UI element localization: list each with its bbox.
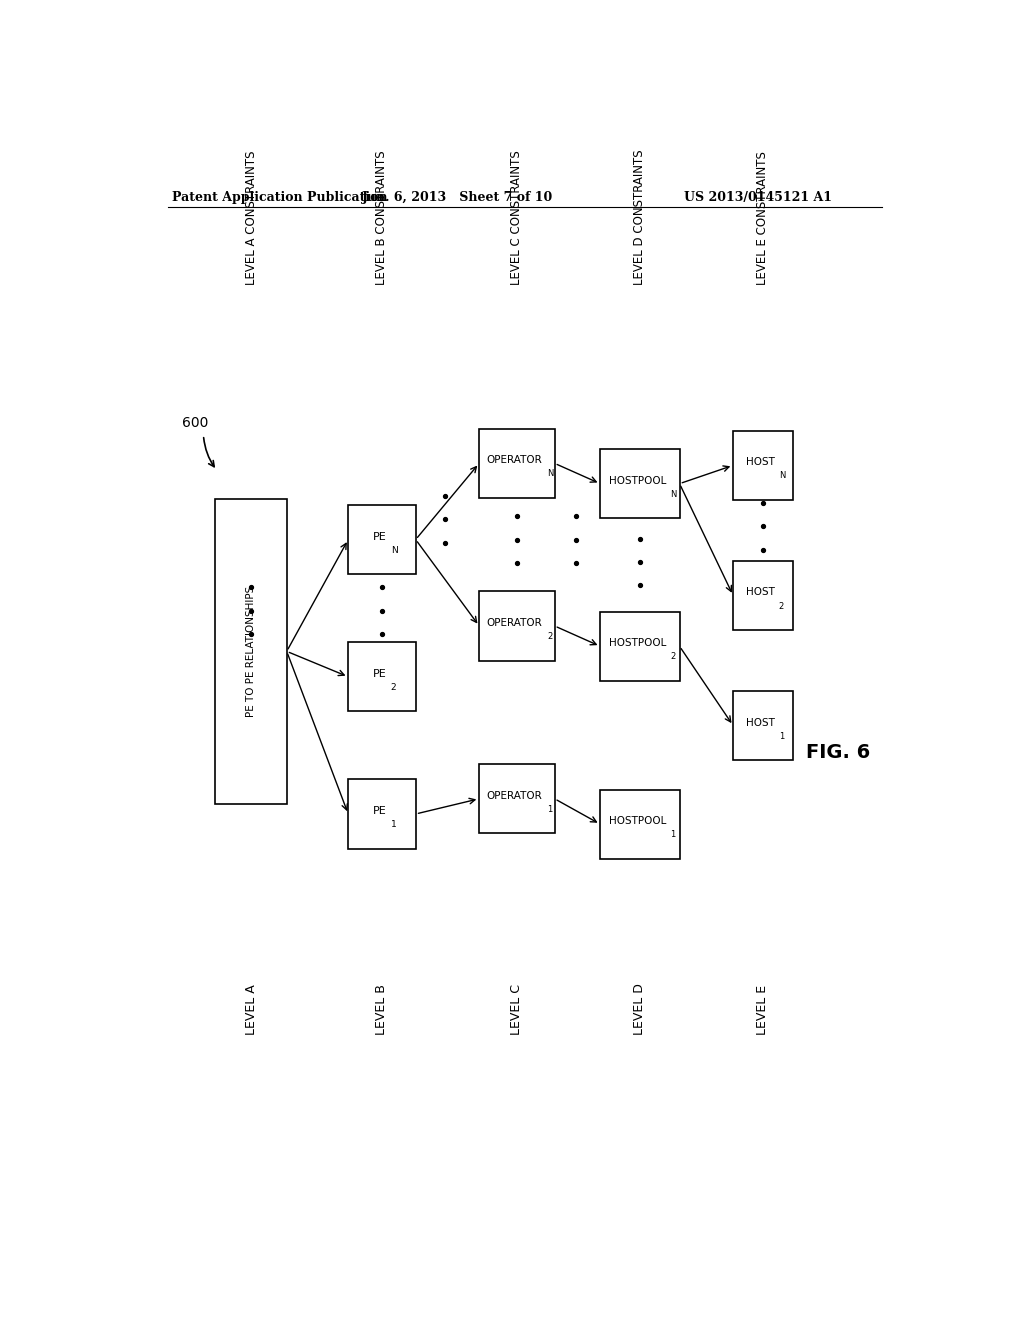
Text: 2: 2	[670, 652, 675, 661]
Text: US 2013/0145121 A1: US 2013/0145121 A1	[684, 190, 831, 203]
Text: 2: 2	[391, 682, 396, 692]
Text: Jun. 6, 2013   Sheet 7 of 10: Jun. 6, 2013 Sheet 7 of 10	[361, 190, 553, 203]
Text: LEVEL C: LEVEL C	[510, 983, 523, 1035]
Text: 1: 1	[670, 830, 675, 840]
Text: HOSTPOOL: HOSTPOOL	[609, 816, 667, 826]
Text: HOST: HOST	[746, 718, 775, 727]
Text: OPERATOR: OPERATOR	[486, 618, 543, 628]
Text: PE TO PE RELATIONSHIPS: PE TO PE RELATIONSHIPS	[246, 586, 256, 717]
Text: OPERATOR: OPERATOR	[486, 791, 543, 801]
Text: 2: 2	[547, 632, 552, 642]
FancyBboxPatch shape	[215, 499, 287, 804]
Text: N: N	[779, 471, 785, 480]
Text: N: N	[391, 545, 397, 554]
Text: PE: PE	[373, 669, 386, 678]
Text: 600: 600	[182, 416, 208, 430]
FancyBboxPatch shape	[600, 611, 680, 681]
FancyBboxPatch shape	[348, 643, 416, 711]
Text: LEVEL C CONSTRAINTS: LEVEL C CONSTRAINTS	[510, 150, 523, 285]
FancyBboxPatch shape	[733, 561, 793, 630]
Text: HOSTPOOL: HOSTPOOL	[609, 639, 667, 648]
Text: HOST: HOST	[746, 457, 775, 467]
FancyBboxPatch shape	[600, 789, 680, 859]
Text: LEVEL B CONSTRAINTS: LEVEL B CONSTRAINTS	[376, 150, 388, 285]
Text: LEVEL A CONSTRAINTS: LEVEL A CONSTRAINTS	[245, 150, 257, 285]
Text: HOSTPOOL: HOSTPOOL	[609, 475, 667, 486]
Text: 1: 1	[547, 805, 552, 814]
FancyBboxPatch shape	[479, 764, 555, 833]
FancyBboxPatch shape	[600, 449, 680, 519]
FancyBboxPatch shape	[348, 779, 416, 849]
Text: FIG. 6: FIG. 6	[806, 743, 870, 763]
FancyBboxPatch shape	[733, 430, 793, 500]
Text: N: N	[670, 490, 677, 499]
Text: 1: 1	[391, 820, 396, 829]
Text: N: N	[547, 470, 553, 478]
Text: LEVEL E CONSTRAINTS: LEVEL E CONSTRAINTS	[757, 152, 769, 285]
FancyBboxPatch shape	[348, 506, 416, 574]
Text: Patent Application Publication: Patent Application Publication	[172, 190, 387, 203]
Text: LEVEL E: LEVEL E	[757, 985, 769, 1035]
Text: PE: PE	[373, 807, 386, 816]
Text: 1: 1	[779, 731, 784, 741]
FancyBboxPatch shape	[479, 429, 555, 498]
FancyBboxPatch shape	[733, 690, 793, 760]
Text: PE: PE	[373, 532, 386, 541]
Text: OPERATOR: OPERATOR	[486, 455, 543, 465]
Text: HOST: HOST	[746, 587, 775, 598]
Text: LEVEL D: LEVEL D	[634, 982, 646, 1035]
Text: LEVEL D CONSTRAINTS: LEVEL D CONSTRAINTS	[634, 150, 646, 285]
Text: 2: 2	[779, 602, 784, 611]
FancyBboxPatch shape	[479, 591, 555, 660]
Text: LEVEL A: LEVEL A	[245, 983, 257, 1035]
Text: LEVEL B: LEVEL B	[376, 983, 388, 1035]
